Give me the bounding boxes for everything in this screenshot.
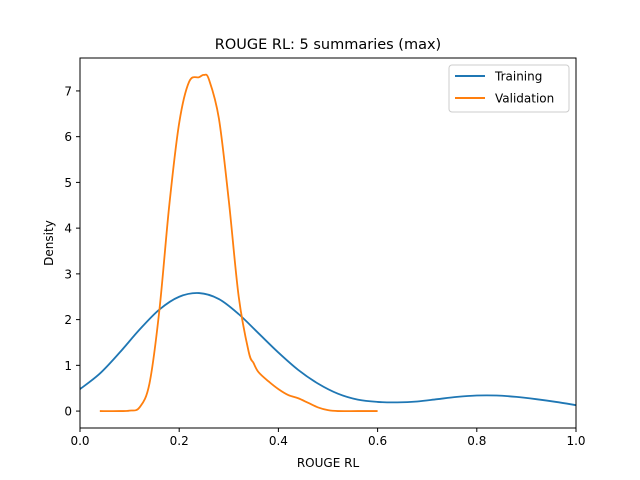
- y-tick-label: 3: [64, 267, 72, 281]
- y-tick-label: 1: [64, 359, 72, 373]
- x-tick-label: 0.0: [70, 434, 89, 448]
- series-line-training: [79, 292, 577, 407]
- series-line-validation: [99, 73, 378, 413]
- x-axis-ticks: 0.0 0.2 0.4 0.6 0.8 1.0: [70, 428, 586, 448]
- y-tick-label: 2: [64, 313, 72, 327]
- legend-label-training: Training: [494, 70, 542, 84]
- legend: Training Validation: [448, 64, 570, 113]
- y-axis-ticks: 0 1 2 3 4 5 6 7: [64, 84, 80, 419]
- y-tick-label: 6: [64, 130, 72, 144]
- x-tick-label: 0.6: [368, 434, 387, 448]
- x-tick-label: 1.0: [566, 434, 585, 448]
- y-tick-label: 5: [64, 176, 72, 190]
- x-tick-label: 0.4: [269, 434, 288, 448]
- y-tick-label: 0: [64, 405, 72, 419]
- x-tick-label: 0.8: [467, 434, 486, 448]
- legend-label-validation: Validation: [495, 92, 554, 106]
- plot-frame: [79, 57, 577, 429]
- series-layer: [79, 73, 577, 413]
- plot-area: [79, 57, 577, 429]
- y-axis-label: Density: [42, 220, 56, 266]
- y-tick-label: 7: [64, 84, 72, 98]
- x-axis-label: ROUGE RL: [297, 456, 360, 470]
- chart-title: ROUGE RL: 5 summaries (max): [215, 37, 441, 53]
- x-tick-label: 0.2: [170, 434, 189, 448]
- y-tick-label: 4: [64, 222, 72, 236]
